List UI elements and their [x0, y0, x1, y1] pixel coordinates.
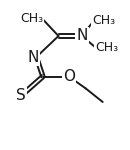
Text: CH₃: CH₃ — [92, 15, 115, 27]
Text: S: S — [16, 88, 26, 104]
Text: CH₃: CH₃ — [95, 42, 118, 54]
Text: CH₃: CH₃ — [20, 12, 43, 24]
Text: O: O — [63, 69, 75, 84]
Text: N: N — [28, 50, 39, 64]
Text: N: N — [76, 28, 88, 44]
